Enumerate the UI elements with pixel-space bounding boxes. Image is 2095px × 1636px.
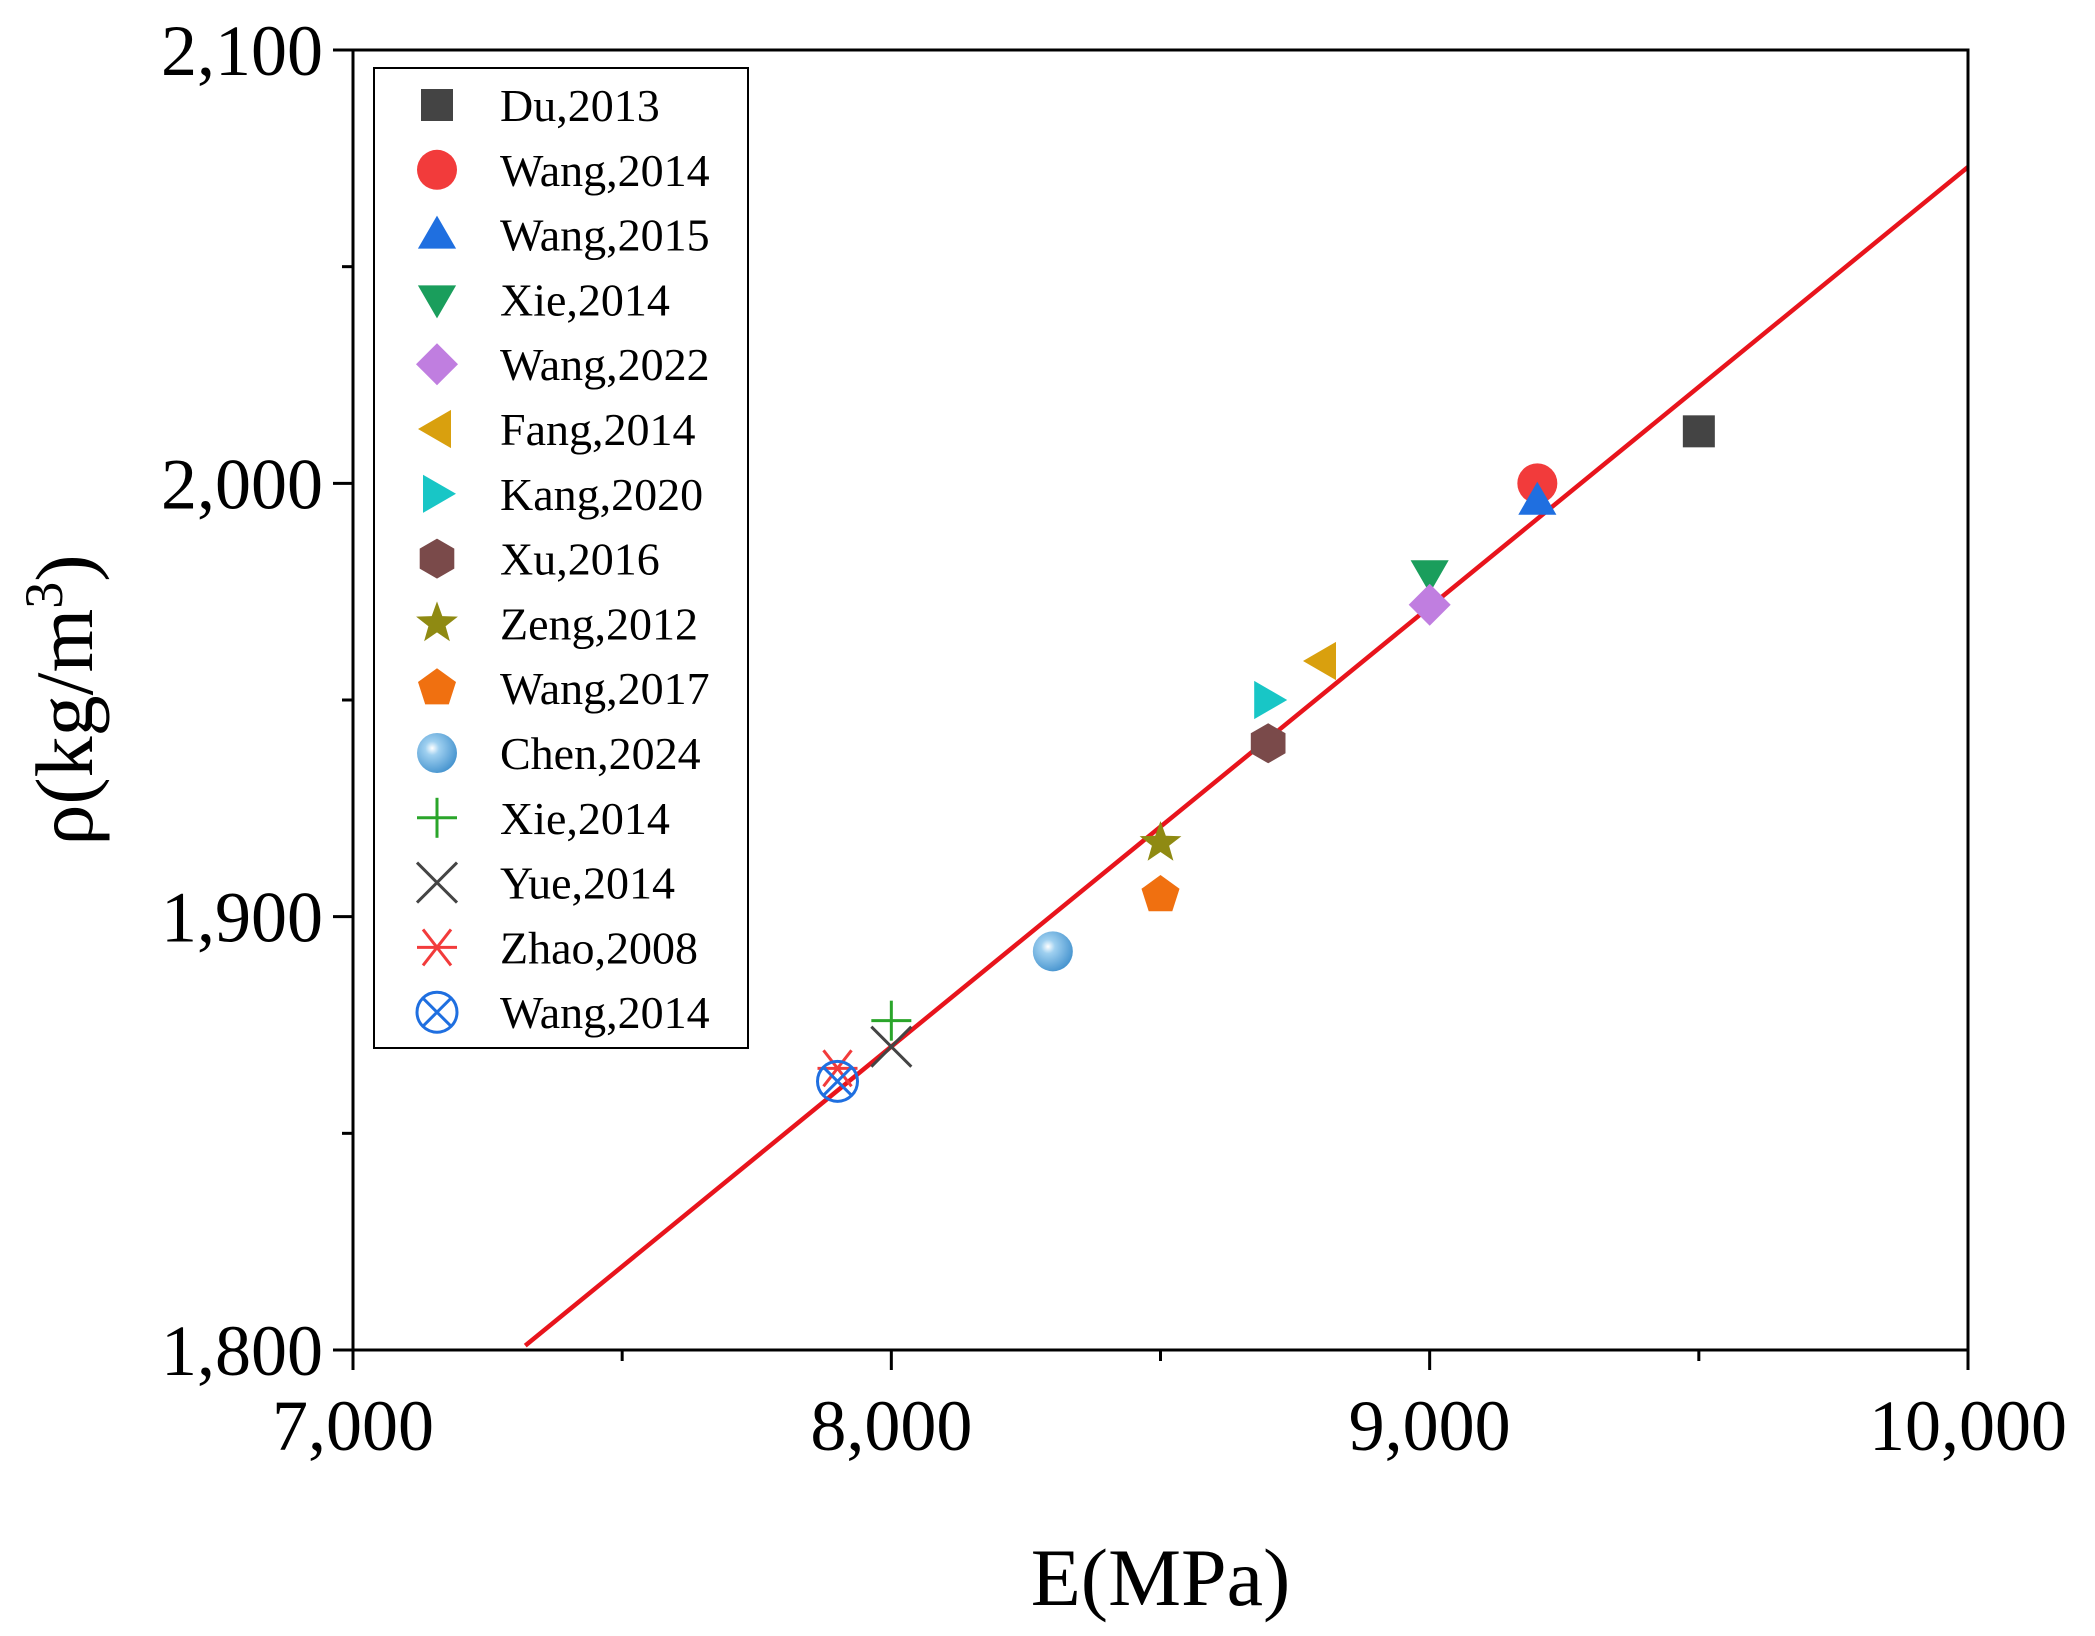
data-point-series-9 (1141, 875, 1180, 912)
legend-label: Xie,2014 (500, 793, 670, 844)
legend-marker (417, 797, 457, 838)
data-point-series-12 (870, 1025, 913, 1068)
legend-marker (419, 538, 455, 579)
legend-marker (423, 474, 456, 513)
x-tick-label: 9,000 (1349, 1386, 1511, 1466)
data-point-series-11 (871, 1000, 912, 1041)
legend-label: Zhao,2008 (500, 922, 698, 973)
y-tick-label: 1,800 (161, 1311, 323, 1391)
legend-label: Wang,2015 (500, 210, 710, 261)
legend-label: Xie,2014 (500, 274, 670, 325)
legend-label: Fang,2014 (500, 404, 696, 455)
y-axis-title: ρ(kg/m3) (14, 554, 110, 845)
data-points-group (816, 415, 1715, 1103)
data-point-series-3 (1410, 560, 1449, 594)
data-point-series-10 (1032, 931, 1073, 972)
legend-label: Kang,2020 (500, 469, 703, 520)
legend: Du,2013 Wang,2014 Wang,2015 Xie,2014 Wang,20… (373, 67, 749, 1049)
legend-marker (417, 149, 457, 190)
legend-marker (415, 861, 459, 904)
legend-marker (416, 601, 458, 642)
data-point-series-4 (1408, 583, 1451, 626)
legend-label: Wang,2014 (500, 987, 710, 1038)
y-axis-title-close: ) (19, 554, 110, 581)
fit-line (523, 165, 1970, 1348)
fit-line-group (523, 165, 1970, 1348)
y-axis-title-main: ρ(kg/m (19, 609, 110, 846)
legend-label: Wang,2017 (500, 663, 710, 714)
legend-marker (421, 89, 453, 121)
y-axis-title-superscript: 3 (14, 582, 74, 609)
data-point-series-0 (1682, 415, 1715, 448)
legend-label: Wang,2022 (500, 339, 710, 390)
legend-marker (417, 285, 457, 319)
data-point-series-5 (1303, 641, 1336, 681)
axis-ticks-group: 7,000 8,000 9,000 10,000 1,800 1,900 2,000 2,10… (161, 11, 2067, 1466)
legend-marker (416, 343, 458, 386)
legend-label: Chen,2024 (500, 728, 701, 779)
legend-label: Wang,2014 (500, 145, 710, 196)
legend-marker (417, 215, 457, 249)
x-tick-label: 7,000 (272, 1386, 434, 1466)
legend-label: Xu,2016 (500, 534, 660, 585)
data-point-series-2 (1518, 481, 1557, 515)
legend-label: Yue,2014 (500, 858, 675, 909)
legend-marker (415, 990, 459, 1034)
legend-marker (417, 733, 457, 773)
legend-label: Zeng,2012 (500, 598, 698, 649)
legend-label: Du,2013 (500, 80, 660, 131)
y-tick-label: 1,900 (161, 878, 323, 958)
y-tick-label: 2,100 (161, 11, 323, 91)
data-point-series-6 (1254, 680, 1288, 720)
legend-marker (418, 409, 451, 449)
data-point-series-14 (816, 1059, 859, 1103)
x-tick-label: 8,000 (810, 1386, 972, 1466)
data-point-series-7 (1250, 723, 1286, 764)
x-tick-label: 10,000 (1869, 1386, 2067, 1466)
legend-marker (418, 668, 456, 705)
legend-marker (417, 928, 457, 967)
y-tick-label: 2,000 (161, 444, 323, 524)
x-axis-title: E(MPa) (1031, 1532, 1291, 1623)
data-point-series-8 (1139, 821, 1182, 861)
